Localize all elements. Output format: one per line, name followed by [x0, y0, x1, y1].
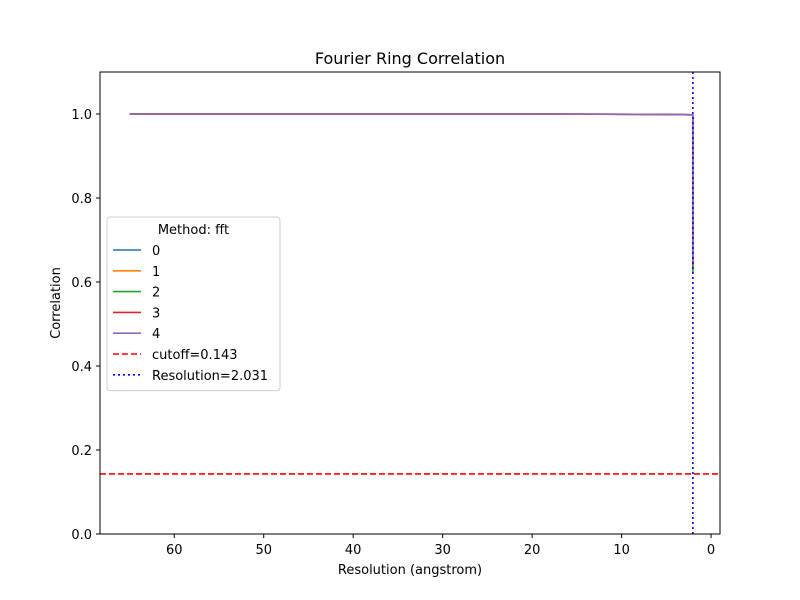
y-tick-label: 0.6 — [71, 276, 92, 291]
x-tick-label: 30 — [434, 543, 451, 558]
x-tick-label: 0 — [707, 543, 715, 558]
legend-title: Method: fft — [158, 223, 229, 238]
legend-label: 2 — [152, 286, 160, 301]
legend-label: 3 — [152, 306, 160, 321]
x-tick-label: 40 — [345, 543, 362, 558]
plot-area — [99, 71, 721, 535]
legend-label: cutoff=0.143 — [152, 348, 238, 363]
y-tick-label: 1.0 — [71, 108, 92, 123]
y-tick-label: 0.0 — [71, 528, 92, 543]
y-tick-label: 0.2 — [71, 444, 92, 459]
legend-label: 4 — [152, 327, 160, 342]
legend-label: 1 — [152, 265, 160, 280]
y-tick-label: 0.8 — [71, 192, 92, 207]
legend-label: 0 — [152, 244, 160, 259]
y-axis-label: Correlation — [49, 267, 64, 339]
y-axis: 0.0 0.2 0.4 0.6 0.8 1.0 — [71, 108, 100, 543]
y-tick-label: 0.4 — [71, 360, 92, 375]
x-tick-label: 50 — [255, 543, 272, 558]
x-axis-label: Resolution (angstrom) — [338, 563, 482, 578]
plot-frame — [99, 71, 721, 535]
x-axis: 60 50 40 30 20 10 0 — [166, 534, 715, 558]
chart-title: Fourier Ring Correlation — [315, 49, 505, 68]
legend: Method: fft 0 1 2 3 4 cutoff=0.143 Resolution=2… — [106, 216, 281, 392]
x-tick-label: 20 — [524, 543, 541, 558]
x-tick-label: 60 — [166, 543, 183, 558]
x-tick-label: 10 — [613, 543, 630, 558]
plot-marks — [100, 72, 720, 534]
legend-frame — [106, 216, 281, 392]
legend-label: Resolution=2.031 — [152, 369, 268, 384]
